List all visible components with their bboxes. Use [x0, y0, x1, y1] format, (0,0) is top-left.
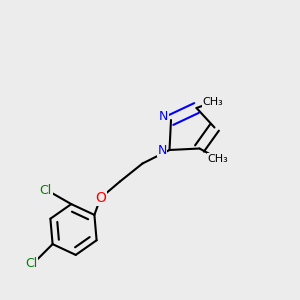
Text: CH₃: CH₃ [202, 97, 224, 107]
Text: N: N [159, 110, 168, 124]
Text: CH₃: CH₃ [207, 154, 228, 164]
Text: O: O [95, 191, 106, 205]
Text: Cl: Cl [26, 257, 38, 270]
Text: Cl: Cl [40, 184, 52, 197]
Text: N: N [157, 143, 167, 157]
